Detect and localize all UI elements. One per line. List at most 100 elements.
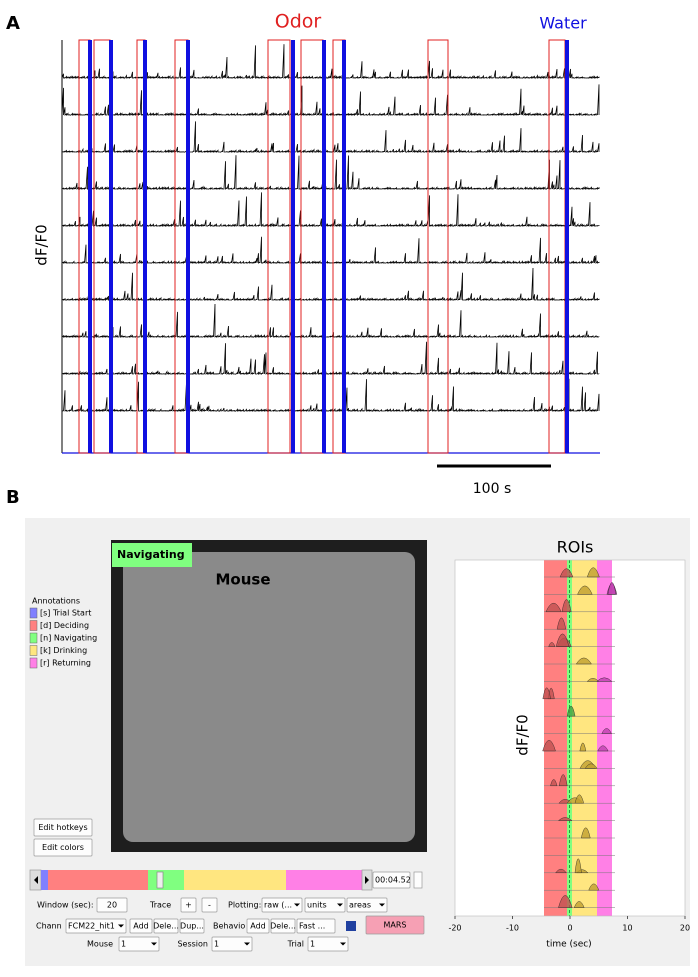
legend-swatch (29, 607, 38, 619)
trace (61, 341, 600, 376)
control-label: Plotting: (228, 901, 261, 910)
roi-peak (596, 677, 613, 682)
button-label: Dup... (180, 922, 204, 931)
y-label: dF/F0 (33, 224, 51, 265)
traces (61, 39, 600, 454)
button-label: 00:04.52 (375, 876, 411, 885)
button-label: Edit hotkeys (38, 823, 87, 832)
roi-peak (577, 585, 593, 595)
button (153, 918, 179, 934)
water-label: Water (539, 14, 587, 33)
button (296, 918, 336, 934)
trace (61, 84, 600, 117)
roi-peak (574, 858, 582, 873)
panel-label: B (6, 487, 20, 508)
button (261, 897, 303, 913)
roi-peak (579, 742, 587, 752)
odor-window (548, 39, 566, 454)
odor-window (267, 39, 291, 454)
roi-peak (542, 687, 551, 699)
roi-peak (584, 763, 598, 769)
control-label: Behavio (213, 922, 245, 931)
timeline-segment (41, 870, 48, 890)
trace (61, 303, 600, 339)
legend-swatch (29, 645, 38, 656)
trace (61, 44, 600, 80)
button-label: Fast ... (299, 922, 325, 931)
trace (61, 236, 600, 265)
roi-peak (548, 642, 556, 647)
annotation-band (572, 560, 597, 916)
control-label: Mouse (87, 940, 113, 949)
roi-peak (588, 883, 600, 891)
roi-x-label: time (sec) (546, 940, 591, 950)
odor-label: Odor (275, 11, 322, 33)
dropdown-arrow (151, 942, 157, 946)
button (33, 818, 93, 837)
odor-window (300, 39, 324, 454)
button-label: - (208, 901, 211, 910)
roi-peak (555, 633, 570, 647)
timeline-segment (148, 870, 184, 890)
roi-peak (550, 779, 558, 786)
dropdown-arrow (244, 942, 250, 946)
button (180, 897, 197, 913)
roi-peak (561, 599, 572, 612)
legend-swatch (29, 632, 38, 644)
x-tick-label: 10 (622, 924, 632, 933)
control-label: Chann (36, 922, 62, 931)
arena (123, 552, 415, 842)
roi-peak (597, 745, 609, 752)
arrow (34, 876, 38, 884)
odor-window (93, 39, 111, 454)
roi-peak (601, 728, 612, 734)
button-label: raw (... (264, 901, 292, 910)
x-tick-label: -20 (448, 924, 461, 933)
button (179, 918, 205, 934)
dropdown-arrow (118, 924, 124, 928)
trace (61, 378, 600, 413)
trace (61, 121, 600, 154)
dropdown-arrow (340, 942, 346, 946)
timeline-segment (184, 870, 286, 890)
roi-peak (558, 817, 573, 821)
legend-label: [d] Deciding (40, 621, 89, 630)
x-tick-label: -10 (506, 924, 519, 933)
roi-peak (607, 582, 617, 595)
button-label: 20 (107, 901, 117, 910)
roi-peak (556, 617, 567, 630)
roi-y-label: dF/F0 (514, 714, 532, 755)
roi-peak (558, 895, 573, 908)
button (129, 918, 153, 934)
dropdown-arrow (294, 903, 300, 907)
button-label: 1 (310, 940, 315, 949)
save-icon (346, 921, 356, 931)
arrow (365, 876, 369, 884)
state-badge (112, 543, 192, 567)
roi-peak (586, 567, 600, 578)
button (201, 897, 218, 913)
button (270, 918, 296, 934)
legend-label: [r] Returning (40, 659, 91, 668)
roi-peak (566, 705, 576, 717)
roi-peak (555, 868, 567, 873)
roi-peak (559, 568, 574, 578)
roi-peak (574, 794, 584, 804)
controls: Edit hotkeys Edit colors 00:04.52 Window (s… (29, 818, 425, 952)
control-label: Trace (149, 901, 171, 910)
button-label: areas (349, 901, 371, 910)
control-label: Window (sec): (37, 901, 94, 910)
roi-peak (542, 740, 556, 752)
roi-peak (573, 901, 585, 908)
trace (61, 267, 600, 302)
legend-label: [s] Trial Start (40, 609, 91, 618)
x-tick-label: 20 (680, 924, 690, 933)
button (211, 936, 253, 952)
roi-peak (575, 657, 592, 665)
dropdown-arrow (379, 903, 385, 907)
button (365, 915, 425, 935)
button-label: Dele... (153, 922, 179, 931)
roi-peak (580, 827, 591, 839)
dropdown-arrow (337, 903, 343, 907)
timeline-thumb (156, 871, 164, 889)
